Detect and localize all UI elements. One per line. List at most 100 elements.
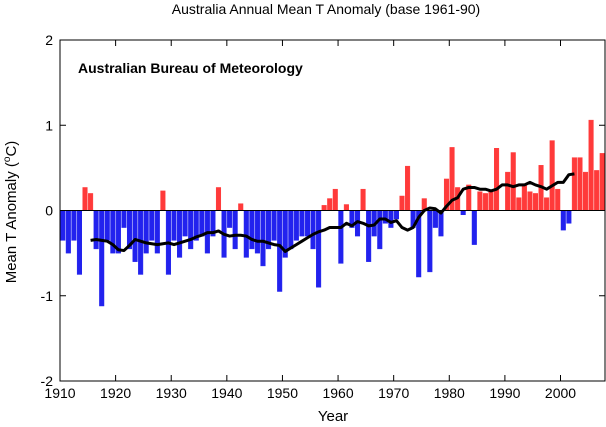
bar-1948 <box>271 210 277 241</box>
bar-2006 <box>594 170 600 211</box>
bar-2000 <box>560 210 566 231</box>
bar-1912 <box>71 210 77 241</box>
x-tick-label: 1940 <box>211 385 242 401</box>
bar-1944 <box>249 210 255 250</box>
bar-2007 <box>599 153 605 211</box>
bar-1997 <box>544 197 550 211</box>
x-tick-label: 1960 <box>322 385 353 401</box>
x-tick-label: 1950 <box>267 385 298 401</box>
x-tick-label: 2000 <box>545 385 576 401</box>
bar-1986 <box>482 193 488 211</box>
bar-1918 <box>104 210 110 241</box>
bar-1957 <box>321 205 327 211</box>
bar-1923 <box>132 210 138 262</box>
source-annotation: Australian Bureau of Meteorology <box>78 60 303 76</box>
bar-1935 <box>199 210 205 237</box>
bar-1967 <box>377 210 383 250</box>
bar-1917 <box>99 210 105 307</box>
bar-1949 <box>277 210 283 292</box>
x-tick-label: 1920 <box>100 385 131 401</box>
bar-2002 <box>571 157 577 211</box>
bar-1921 <box>121 210 127 228</box>
y-tick-label: -1 <box>41 288 54 304</box>
bar-1927 <box>154 210 160 254</box>
y-tick-label: 2 <box>45 32 53 48</box>
bar-1976 <box>427 210 433 273</box>
x-axis: 1910 1920 1930 1940 1950 1960 1970 1980 1990 2000 <box>44 40 576 401</box>
y-tick-label: 0 <box>45 203 53 219</box>
bars-group <box>60 119 605 307</box>
bar-1940 <box>227 210 233 228</box>
bar-1932 <box>182 210 188 237</box>
bar-1965 <box>366 210 372 262</box>
bar-1915 <box>88 193 94 211</box>
bar-1970 <box>393 210 399 220</box>
bar-1990 <box>505 171 511 211</box>
y-axis-label-suffix: C) <box>3 141 20 157</box>
bar-1999 <box>555 188 561 211</box>
bar-1925 <box>143 210 149 254</box>
bar-1943 <box>243 210 249 258</box>
bar-1984 <box>471 210 477 245</box>
bar-2003 <box>577 157 583 211</box>
chart-title: Australia Annual Mean T Anomaly (base 19… <box>172 1 480 17</box>
bar-1991 <box>510 152 516 211</box>
y-axis-label-prefix: Mean T Anomaly ( <box>3 162 20 283</box>
bar-1931 <box>177 210 183 258</box>
y-tick-label: -2 <box>41 373 54 389</box>
bar-1930 <box>171 210 177 241</box>
bar-1971 <box>399 195 405 211</box>
y-tick-label: 1 <box>45 117 53 133</box>
bar-1942 <box>238 203 244 211</box>
bar-1956 <box>316 210 322 288</box>
bar-1988 <box>494 148 500 211</box>
bar-1910 <box>60 210 66 241</box>
bar-1995 <box>532 193 539 211</box>
bar-1998 <box>549 140 555 211</box>
bar-1951 <box>288 210 294 250</box>
bar-1945 <box>254 210 260 254</box>
bar-1969 <box>388 210 394 228</box>
y-axis-label-unit-sup: o <box>2 156 13 162</box>
bar-1961 <box>343 204 349 211</box>
bar-1964 <box>360 188 366 211</box>
bar-1993 <box>521 184 527 211</box>
bar-1994 <box>527 191 533 211</box>
y-axis-label: Mean T Anomaly (oC) <box>2 141 20 284</box>
bar-1953 <box>299 210 305 237</box>
bar-2004 <box>583 171 589 211</box>
bar-1938 <box>215 187 222 211</box>
bar-1987 <box>488 191 494 211</box>
bar-1977 <box>432 210 438 228</box>
bar-1952 <box>293 210 299 241</box>
bar-1911 <box>65 210 71 254</box>
bar-1959 <box>332 188 338 211</box>
x-tick-label: 1990 <box>489 385 520 401</box>
x-tick-label: 1930 <box>156 385 187 401</box>
y-axis: -2 -1 0 1 2 <box>41 32 605 389</box>
bar-1954 <box>304 210 311 237</box>
running-mean-line <box>90 172 575 253</box>
bar-1992 <box>516 197 522 211</box>
bar-1985 <box>477 191 483 211</box>
x-tick-label: 1970 <box>378 385 409 401</box>
x-tick-label: 1980 <box>434 385 465 401</box>
bar-1928 <box>160 190 166 211</box>
bar-1982 <box>460 210 466 216</box>
bar-2005 <box>588 119 594 211</box>
bar-1926 <box>149 210 155 241</box>
bar-1955 <box>310 210 316 250</box>
bar-1913 <box>76 210 82 275</box>
bar-1914 <box>82 187 88 211</box>
x-tick-label: 1910 <box>44 385 75 401</box>
bar-1960 <box>338 210 344 264</box>
bar-1972 <box>405 165 411 211</box>
bar-1946 <box>260 210 266 267</box>
bar-1941 <box>232 210 238 250</box>
bar-1933 <box>188 210 194 250</box>
bar-1958 <box>327 198 333 211</box>
bar-2001 <box>566 210 572 224</box>
bar-1916 <box>93 210 99 250</box>
x-axis-label: Year <box>318 408 348 425</box>
